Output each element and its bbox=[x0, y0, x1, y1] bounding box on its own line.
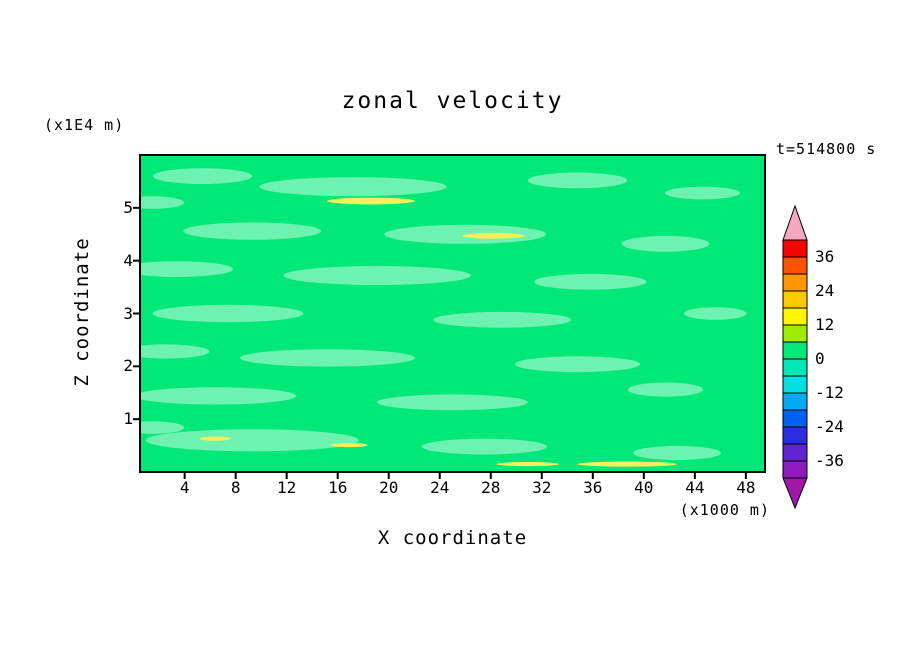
colorbar-segment bbox=[782, 409, 808, 428]
contour-patch bbox=[152, 304, 304, 323]
x-axis-unit: (x1000 m) bbox=[679, 501, 770, 519]
colorbar-segment bbox=[782, 375, 808, 394]
contour-patches bbox=[140, 168, 747, 467]
x-tick-label: 16 bbox=[328, 478, 348, 497]
colorbar-tick-label: 24 bbox=[815, 281, 835, 300]
x-tick-label: 8 bbox=[230, 478, 241, 497]
y-tick-label: 3 bbox=[123, 303, 133, 323]
x-tick-label: 24 bbox=[430, 478, 450, 497]
contour-patch bbox=[515, 356, 640, 373]
contour-patch bbox=[140, 387, 297, 405]
contour-patch bbox=[283, 266, 472, 285]
contour-patch bbox=[140, 196, 185, 209]
colorbar-segment bbox=[782, 460, 808, 479]
contour-patch bbox=[330, 443, 368, 448]
colorbar-tick-label: 0 bbox=[815, 349, 825, 368]
contour-patch bbox=[384, 224, 547, 244]
colorbar-arrow-top bbox=[782, 204, 808, 241]
contour-patch bbox=[496, 462, 560, 467]
x-axis-title: X coordinate bbox=[377, 527, 528, 549]
contour-patch bbox=[684, 307, 747, 320]
colorbar-tick-label: -36 bbox=[815, 451, 844, 470]
contour-patch bbox=[377, 394, 528, 411]
contour-patch bbox=[140, 421, 185, 434]
contour-patch bbox=[433, 311, 572, 328]
time-label: t=514800 s bbox=[776, 140, 877, 158]
contour-patch bbox=[326, 197, 415, 205]
colorbar-segment bbox=[782, 426, 808, 445]
x-tick-label: 44 bbox=[685, 478, 705, 497]
contour-patch bbox=[140, 344, 210, 359]
contour-patch bbox=[183, 222, 322, 240]
x-tick-label: 4 bbox=[179, 478, 190, 497]
colorbar-tick-label: -24 bbox=[815, 417, 844, 436]
contour-patch bbox=[145, 429, 359, 452]
x-tick-label: 32 bbox=[532, 478, 552, 497]
colorbar-segment bbox=[782, 239, 808, 258]
contour-patch bbox=[421, 438, 547, 455]
colorbar-segment bbox=[782, 443, 808, 462]
x-tick-label: 48 bbox=[736, 478, 756, 497]
colorbar-segment bbox=[782, 341, 808, 360]
contour-patch bbox=[152, 168, 253, 185]
colorbar-tick-label: -12 bbox=[815, 383, 844, 402]
x-tick-label: 40 bbox=[634, 478, 654, 497]
colorbar-arrow-bottom bbox=[782, 477, 808, 510]
x-tick-label: 28 bbox=[481, 478, 501, 497]
plot-title: zonal velocity bbox=[341, 88, 564, 114]
colorbar-segment bbox=[782, 290, 808, 309]
colorbar-segment bbox=[782, 392, 808, 411]
colorbar-segment bbox=[782, 358, 808, 377]
contour-patch bbox=[621, 235, 710, 252]
y-axis-title: Z coordinate bbox=[71, 237, 93, 387]
colorbar-segment bbox=[782, 273, 808, 292]
contour-patch bbox=[462, 232, 525, 239]
colorbar-segment bbox=[782, 256, 808, 275]
colorbar-tick-label: 36 bbox=[815, 247, 835, 266]
contour-patch bbox=[199, 436, 232, 441]
contour-patch bbox=[240, 349, 415, 367]
contour-patch bbox=[140, 261, 234, 277]
colorbar-segment bbox=[782, 324, 808, 343]
x-tick-label: 12 bbox=[277, 478, 297, 497]
colorbar-tick-label: 12 bbox=[815, 315, 835, 334]
y-tick-label: 4 bbox=[123, 250, 133, 270]
contour-patch bbox=[534, 273, 647, 290]
colorbar-segment bbox=[782, 307, 808, 326]
y-tick-label: 1 bbox=[123, 409, 133, 429]
y-tick-label: 5 bbox=[123, 197, 133, 217]
contour-patch bbox=[259, 177, 447, 197]
y-axis-unit: (x1E4 m) bbox=[44, 116, 125, 134]
contour-patch bbox=[527, 172, 628, 189]
colorbar bbox=[782, 204, 808, 510]
x-tick-label: 36 bbox=[583, 478, 603, 497]
contour-patch bbox=[633, 445, 721, 461]
contour-patch bbox=[627, 382, 704, 397]
y-tick-label: 2 bbox=[123, 356, 133, 376]
x-tick-label: 20 bbox=[379, 478, 399, 497]
contour-patch bbox=[664, 186, 741, 200]
contour-patch bbox=[577, 461, 677, 467]
